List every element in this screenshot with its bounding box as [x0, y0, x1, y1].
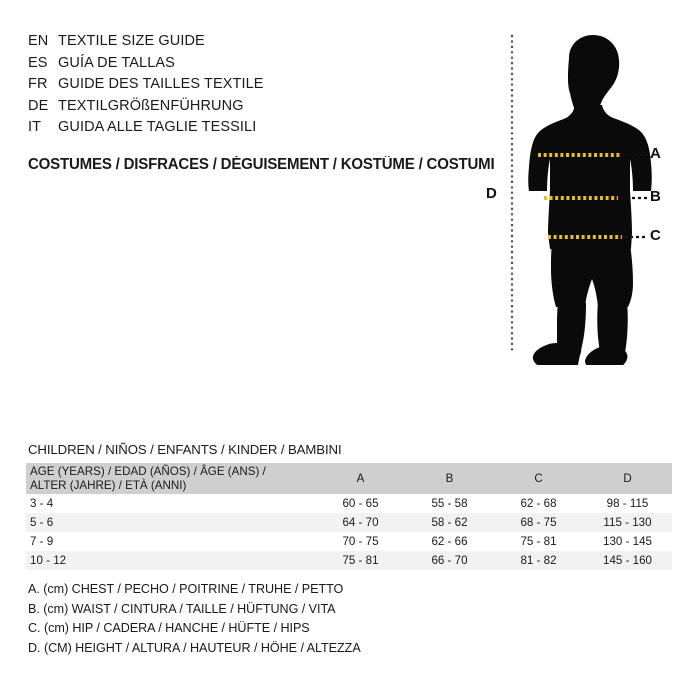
cell-age: 7 - 9: [26, 532, 316, 551]
cell-age: 3 - 4: [26, 494, 316, 513]
cell-age: 5 - 6: [26, 513, 316, 532]
right-shoe: [585, 346, 628, 365]
cell-hip: 81 - 82: [494, 551, 583, 570]
table-row: 10 - 12 75 - 81 66 - 70 81 - 82 145 - 16…: [26, 551, 672, 570]
language-code-de: DE: [28, 97, 49, 114]
cell-height: 130 - 145: [583, 532, 672, 551]
waist-label-b: B: [650, 188, 661, 205]
cell-waist: 66 - 70: [405, 551, 494, 570]
size-chart-table: AGE (YEARS) / EDAD (AÑOS) / ÂGE (ANS) / …: [26, 463, 672, 570]
column-header-age-line2: ALTER (JAHRE) / ETÀ (ANNI): [30, 478, 187, 492]
cell-chest: 70 - 75: [316, 532, 405, 551]
language-header-block: EN TEXTILE SIZE GUIDE ES GUÍA DE TALLAS …: [28, 33, 468, 141]
language-text-en: TEXTILE SIZE GUIDE: [58, 33, 205, 49]
cell-height: 115 - 130: [583, 513, 672, 532]
section-title-children: CHILDREN / NIÑOS / ENFANTS / KINDER / BA…: [28, 442, 342, 457]
column-header-c: C: [494, 463, 583, 494]
cell-chest: 75 - 81: [316, 551, 405, 570]
legend-row-height: D. (CM) HEIGHT / ALTURA / HAUTEUR / HÖHE…: [28, 640, 361, 655]
head-shape: [568, 35, 620, 111]
table-body: 3 - 4 60 - 65 55 - 58 62 - 68 98 - 115 5…: [26, 494, 672, 570]
cell-hip: 62 - 68: [494, 494, 583, 513]
measurement-figure: A B C D: [470, 25, 700, 365]
cell-waist: 62 - 66: [405, 532, 494, 551]
column-header-age: AGE (YEARS) / EDAD (AÑOS) / ÂGE (ANS) / …: [26, 463, 316, 494]
shirt-torso: [528, 105, 652, 249]
language-row-it: IT GUIDA ALLE TAGLIE TESSILI: [28, 119, 468, 141]
column-header-age-line1: AGE (YEARS) / EDAD (AÑOS) / ÂGE (ANS) /: [30, 464, 266, 478]
child-silhouette-diagram: [510, 35, 652, 365]
cell-chest: 64 - 70: [316, 513, 405, 532]
table-row: 3 - 4 60 - 65 55 - 58 62 - 68 98 - 115: [26, 494, 672, 513]
height-label-d: D: [486, 185, 497, 202]
language-row-de: DE TEXTILGRÖßENFÜHRUNG: [28, 98, 468, 120]
column-header-a: A: [316, 463, 405, 494]
left-shoe: [532, 343, 582, 365]
language-text-de: TEXTILGRÖßENFÜHRUNG: [58, 97, 244, 114]
cell-height: 145 - 160: [583, 551, 672, 570]
table-row: 5 - 6 64 - 70 58 - 62 68 - 75 115 - 130: [26, 513, 672, 532]
column-header-d: D: [583, 463, 672, 494]
language-text-fr: GUIDE DES TAILLES TEXTILE: [58, 76, 264, 92]
language-row-en: EN TEXTILE SIZE GUIDE: [28, 33, 468, 55]
shorts: [551, 245, 633, 307]
legend-row-hip: C. (cm) HIP / CADERA / HANCHE / HÜFTE / …: [28, 621, 310, 635]
language-code-en: EN: [28, 33, 49, 49]
language-row-es: ES GUÍA DE TALLAS: [28, 55, 468, 77]
legend-row-chest: A. (cm) CHEST / PECHO / POITRINE / TRUHE…: [28, 582, 344, 596]
legend-row-waist: B. (cm) WAIST / CINTURA / TAILLE / HÜFTU…: [28, 601, 336, 616]
language-code-fr: FR: [28, 76, 48, 92]
cell-hip: 75 - 81: [494, 532, 583, 551]
column-header-b: B: [405, 463, 494, 494]
product-category-line: COSTUMES / DISFRACES / DÉGUISEMENT / KOS…: [28, 156, 495, 173]
cell-age: 10 - 12: [26, 551, 316, 570]
table-row: 7 - 9 70 - 75 62 - 66 75 - 81 130 - 145: [26, 532, 672, 551]
language-text-it: GUIDA ALLE TAGLIE TESSILI: [58, 119, 257, 135]
cell-waist: 58 - 62: [405, 513, 494, 532]
language-code-es: ES: [28, 54, 48, 71]
language-text-es: GUÍA DE TALLAS: [58, 54, 175, 71]
table-header-row: AGE (YEARS) / EDAD (AÑOS) / ÂGE (ANS) / …: [26, 463, 672, 494]
cell-waist: 55 - 58: [405, 494, 494, 513]
hip-label-c: C: [650, 227, 661, 244]
cell-height: 98 - 115: [583, 494, 672, 513]
cell-hip: 68 - 75: [494, 513, 583, 532]
table-header: AGE (YEARS) / EDAD (AÑOS) / ÂGE (ANS) / …: [26, 463, 672, 494]
silhouette-body: [528, 35, 652, 365]
language-row-fr: FR GUIDE DES TAILLES TEXTILE: [28, 76, 468, 98]
chest-label-a: A: [650, 145, 661, 162]
measurement-legend: A. (cm) CHEST / PECHO / POITRINE / TRUHE…: [28, 582, 361, 660]
language-code-it: IT: [28, 119, 42, 135]
cell-chest: 60 - 65: [316, 494, 405, 513]
